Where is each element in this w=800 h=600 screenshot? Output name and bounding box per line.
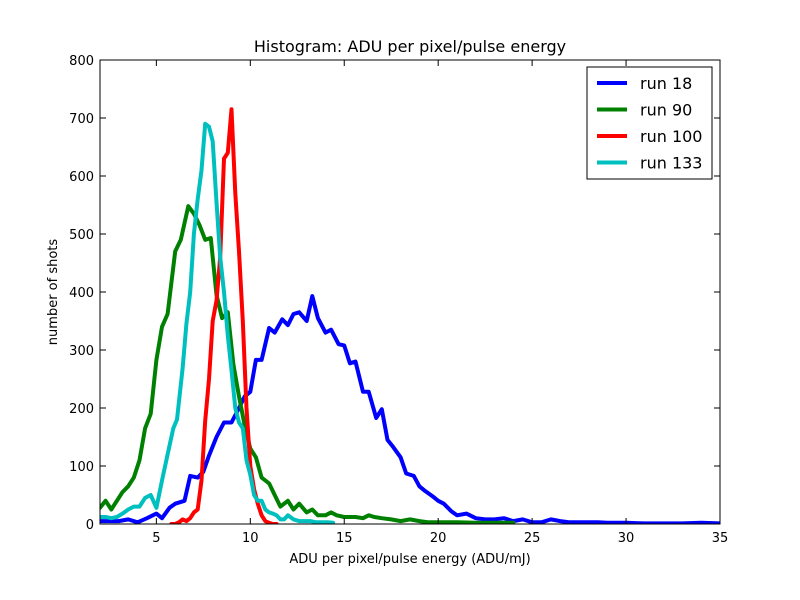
x-axis-label: ADU per pixel/pulse energy (ADU/mJ) (289, 552, 530, 567)
y-tick-label: 300 (69, 344, 94, 359)
series-line-4 (100, 121, 335, 524)
x-tick-label: 5 (152, 531, 160, 546)
x-tick-label: 25 (524, 531, 541, 546)
y-tick-label: 400 (69, 286, 94, 301)
legend-box (586, 66, 713, 180)
axes-frame (99, 59, 721, 525)
y-tick-label: 500 (69, 228, 94, 243)
axis-ticks: 5 10 15 20 25 30 35 0 100 200 300 400 500 600 700 800 (69, 54, 728, 546)
x-tick-label: 15 (336, 531, 353, 546)
y-tick-label: 100 (69, 460, 94, 475)
x-tick-label: 20 (430, 531, 447, 546)
y-tick-label: 800 (69, 54, 94, 69)
y-tick-label: 200 (69, 402, 94, 417)
legend-label-2: run 90 (640, 101, 692, 120)
y-tick-label: 0 (86, 518, 94, 533)
legend: run 18 run 90 run 100 run 133 (586, 66, 713, 180)
legend-label-3: run 100 (640, 127, 702, 146)
y-axis-label: number of shots (46, 239, 61, 346)
x-tick-label: 10 (242, 531, 259, 546)
legend-label-4: run 133 (640, 154, 702, 173)
legend-label-1: run 18 (640, 74, 692, 93)
series-line-2 (100, 204, 516, 524)
plot-area (100, 107, 720, 524)
series-line-3 (169, 107, 279, 524)
y-tick-label: 700 (69, 112, 94, 127)
x-tick-label: 30 (618, 531, 635, 546)
y-tick-label: 600 (69, 170, 94, 185)
x-tick-label: 35 (712, 531, 729, 546)
chart-title: Histogram: ADU per pixel/pulse energy (254, 37, 566, 56)
